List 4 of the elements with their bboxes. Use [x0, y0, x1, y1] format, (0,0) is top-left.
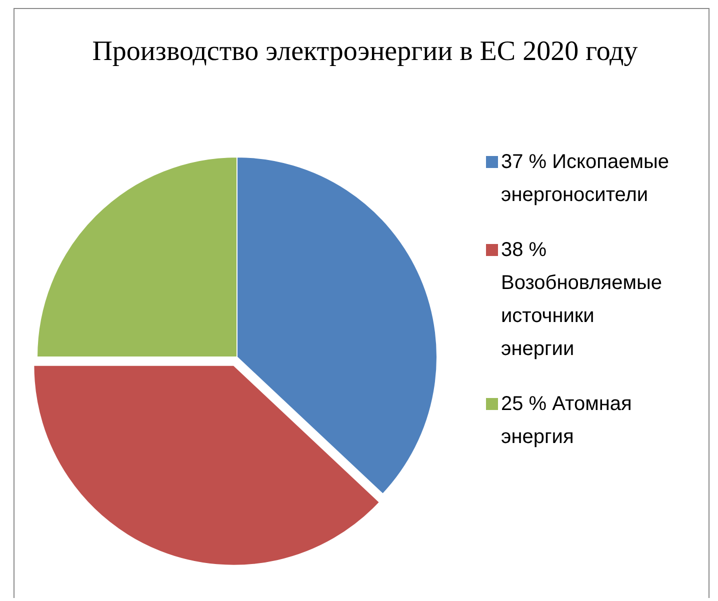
- legend-label: 25 % Атомная энергия: [501, 393, 632, 448]
- legend-label: 38 % Возобновляемые источники энергии: [501, 239, 662, 360]
- legend-label: 37 % Ископаемые энергоносители: [501, 151, 669, 206]
- chart-title: Производство электроэнергии в ЕС 2020 году: [92, 36, 638, 67]
